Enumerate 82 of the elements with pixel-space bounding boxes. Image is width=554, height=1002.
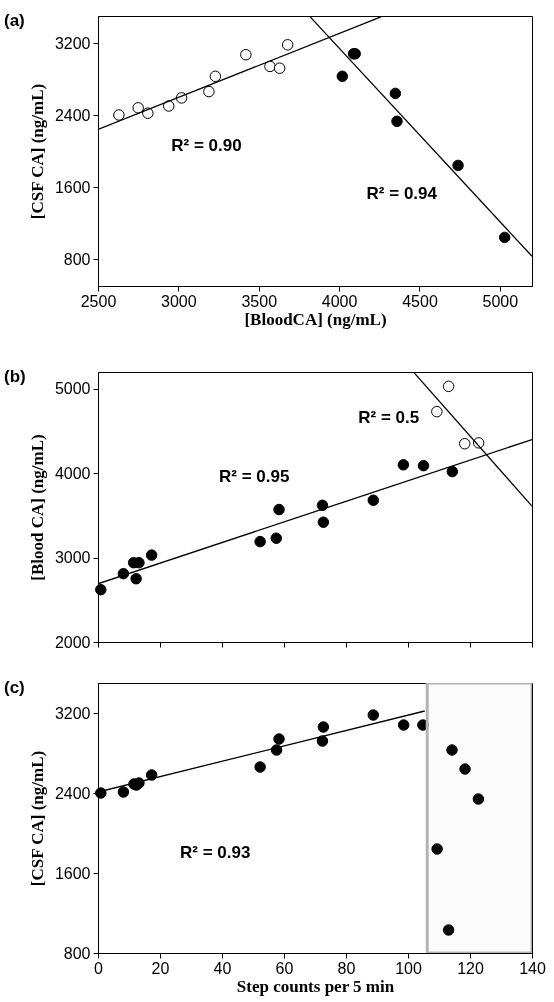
point (316, 735, 329, 747)
x-axis-title: Step counts per 5 min (236, 976, 395, 996)
point (452, 159, 464, 172)
point (145, 769, 158, 781)
point (498, 231, 511, 244)
point (336, 70, 349, 83)
y-tick-label: 4000 (54, 464, 91, 482)
point (95, 583, 107, 596)
y-tick-label: 1600 (54, 864, 91, 882)
x-tick-label: 4000 (321, 292, 358, 310)
annotation: R² = 0.90 (171, 135, 242, 155)
x-tick-label: 5000 (482, 292, 519, 310)
point (317, 516, 330, 528)
point (273, 62, 286, 74)
point (316, 499, 329, 512)
x-tick-label: 3000 (161, 292, 197, 310)
y-axis-title: [CSF CA] (ng/mL) (27, 83, 47, 220)
x-tick-label: 120 (457, 959, 484, 977)
x-tick-label: 4500 (402, 292, 438, 310)
chart-title: (a) (4, 11, 25, 30)
annotation: R² = 0.93 (179, 843, 251, 863)
x-tick-label: 80 (337, 959, 356, 977)
point (270, 532, 282, 544)
x-tick-label: 100 (395, 959, 422, 977)
point (417, 459, 430, 472)
y-tick-label: 2400 (54, 784, 91, 802)
point (431, 405, 443, 418)
y-tick-label: 2400 (54, 106, 91, 124)
point (458, 437, 471, 450)
y-axis-title: [Blood CA] (ng/mL) (27, 434, 47, 581)
point (472, 793, 485, 805)
y-tick-label: 800 (63, 944, 91, 962)
point (209, 70, 222, 83)
point (459, 763, 471, 775)
point (95, 787, 107, 799)
x-tick-label: 20 (151, 959, 170, 977)
chart-title: (c) (4, 678, 25, 697)
point (273, 503, 285, 516)
x-tick-label: 60 (275, 959, 294, 977)
annotation: R² = 0.95 (219, 467, 290, 487)
x-tick-label: 2500 (80, 292, 117, 310)
x-tick-label: 40 (213, 959, 232, 977)
point (367, 494, 380, 506)
point (130, 572, 142, 585)
point (442, 380, 455, 393)
point (431, 843, 443, 855)
point (442, 924, 455, 936)
point (367, 709, 380, 721)
point (240, 48, 252, 61)
point (203, 85, 215, 98)
point (113, 109, 125, 121)
point (254, 761, 266, 773)
point (132, 102, 144, 114)
x-axis-title: [BloodCA] (ng/mL) (244, 309, 387, 329)
point (117, 786, 130, 798)
y-tick-label: 800 (63, 250, 91, 268)
point (397, 719, 410, 731)
point (317, 721, 330, 733)
point (446, 744, 458, 756)
point (254, 535, 266, 548)
point (446, 465, 459, 478)
y-tick-label: 5000 (54, 380, 91, 398)
y-tick-label: 1600 (54, 178, 91, 196)
y-tick-label: 2000 (54, 633, 91, 651)
y-tick-label: 3200 (54, 34, 91, 52)
y-tick-label: 3000 (54, 549, 91, 567)
point (281, 39, 294, 51)
point (391, 115, 403, 128)
x-tick-label: 140 (519, 959, 546, 977)
annotation: R² = 0.5 (358, 407, 420, 427)
x-tick-label: 0 (94, 959, 104, 977)
point (162, 100, 175, 112)
y-axis-title: [CSF CA] (ng/mL) (27, 750, 47, 887)
point (417, 719, 429, 731)
x-tick-label: 3500 (241, 292, 278, 310)
y-tick-label: 3200 (54, 704, 91, 722)
annotation: R² = 0.94 (366, 184, 438, 204)
point (145, 549, 158, 561)
point (397, 459, 410, 471)
point (389, 87, 402, 100)
chart-title: (b) (4, 367, 26, 386)
point (273, 733, 285, 745)
